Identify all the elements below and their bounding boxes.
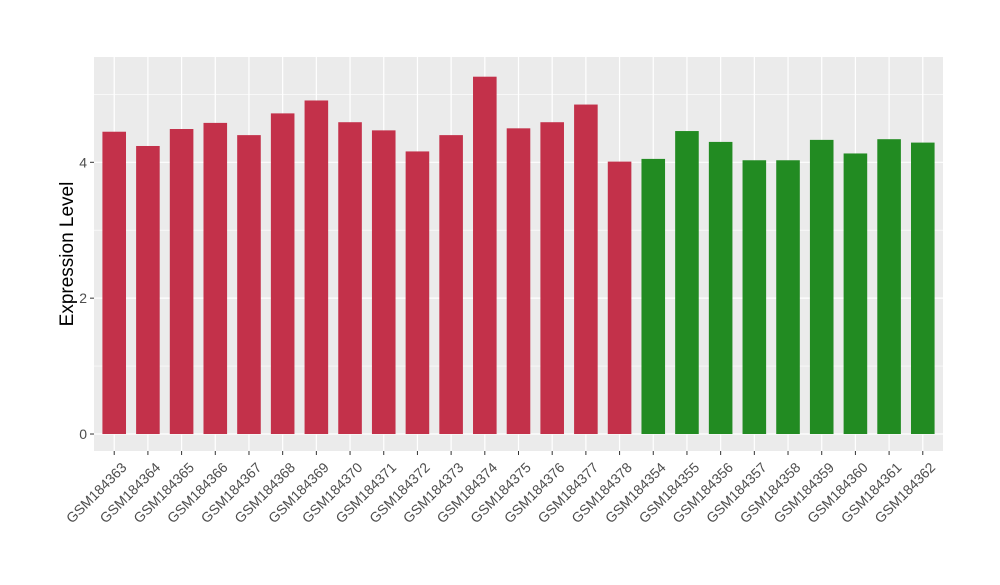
bar — [809, 139, 834, 435]
y-tick-label: 0 — [79, 426, 87, 442]
bar — [574, 104, 598, 435]
bar — [473, 76, 497, 435]
bar — [843, 153, 868, 435]
y-tick-label: 2 — [79, 290, 87, 306]
bar — [338, 122, 362, 435]
bar — [675, 131, 699, 435]
y-axis-title: Expression Level — [57, 182, 78, 327]
bar — [708, 141, 733, 435]
bars — [102, 76, 935, 435]
bar — [203, 122, 228, 435]
bar — [877, 139, 901, 435]
bar — [371, 130, 396, 435]
bar — [607, 161, 632, 435]
bar — [169, 129, 194, 435]
bar — [270, 113, 295, 435]
bar — [405, 151, 430, 435]
x-axis: GSM184363GSM184364GSM184365GSM184366GSM1… — [63, 451, 938, 526]
bar — [506, 128, 531, 435]
bar — [540, 122, 564, 435]
bar — [742, 160, 767, 435]
bar — [910, 142, 935, 435]
bar — [102, 131, 127, 435]
y-axis: 0 2 4 — [79, 154, 94, 442]
bar — [237, 135, 261, 435]
bar — [776, 160, 800, 435]
bar — [304, 100, 329, 435]
y-tick-label: 4 — [79, 154, 87, 170]
bar — [641, 158, 666, 435]
bar — [136, 145, 160, 435]
bar — [439, 135, 463, 435]
